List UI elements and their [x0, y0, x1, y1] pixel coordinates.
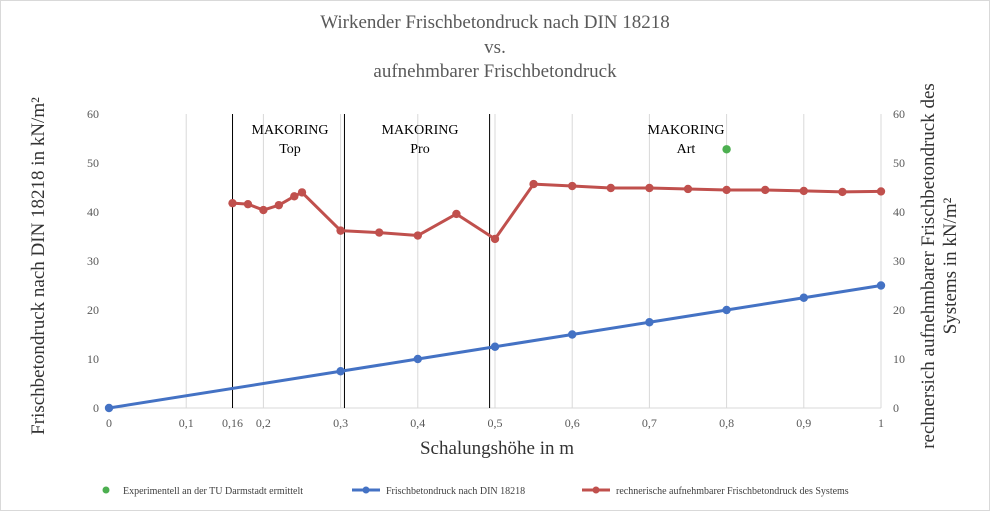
- y-tick-label-right: 20: [893, 303, 905, 317]
- x-tick-label: 0,4: [410, 416, 425, 430]
- y-tick-label-left: 10: [87, 352, 99, 366]
- data-point: [413, 231, 422, 240]
- data-point: [876, 281, 886, 290]
- data-point: [104, 403, 114, 413]
- data-point: [645, 183, 654, 193]
- data-point: [297, 188, 307, 197]
- data-point: [243, 199, 253, 209]
- x-tick-label: 0,3: [333, 416, 348, 430]
- x-tick-label: 0,1: [179, 416, 194, 430]
- data-point: [799, 293, 808, 302]
- zone-label-line2: Art: [677, 142, 696, 157]
- x-tick-label: 0,6: [565, 416, 580, 430]
- y-axis-title-right-line2: Systems in kN/m²: [940, 197, 961, 334]
- legend-label: Frischbetondruck nach DIN 18218: [386, 486, 525, 497]
- data-point: [375, 228, 384, 237]
- data-point: [290, 192, 299, 201]
- data-point: [761, 185, 770, 195]
- data-point: [722, 145, 731, 154]
- y-tick-label-left: 0: [93, 401, 99, 415]
- y-axis-title-right: rechnersich aufnehmbarer Frischbetondruc…: [918, 83, 961, 449]
- data-point: [228, 198, 237, 208]
- chart-title-line-1: Wirkender Frischbetondruck nach DIN 1821…: [320, 12, 670, 33]
- y-axis-title-right-line1: rechnersich aufnehmbarer Frischbetondruc…: [918, 83, 939, 449]
- legend-swatch-marker: [102, 486, 110, 494]
- data-point: [645, 318, 654, 327]
- data-point: [799, 186, 808, 196]
- data-point: [413, 354, 422, 364]
- x-tick-label: 0: [106, 416, 112, 430]
- y-tick-label-right: 0: [893, 401, 899, 415]
- x-tick-label: 1: [878, 416, 884, 430]
- data-point: [259, 205, 268, 215]
- zone-label-line1: MAKORING: [382, 123, 459, 138]
- legend-label: Experimentell an der TU Darmstadt ermitt…: [123, 486, 303, 497]
- x-tick-label: 0,16: [222, 416, 243, 430]
- zone-label-line2: Top: [279, 142, 301, 157]
- data-point: [683, 184, 693, 194]
- y-tick-label-left: 40: [87, 205, 99, 219]
- zone-label-line2: Pro: [410, 142, 429, 157]
- chart-title-line-3: aufnehmbarer Frischbetondruck: [373, 61, 617, 82]
- data-point: [876, 187, 886, 196]
- y-tick-label-left: 20: [87, 303, 99, 317]
- legend-label: rechnerische aufnehmbarer Frischbetondru…: [616, 486, 849, 497]
- data-point: [722, 185, 731, 195]
- x-tick-label: 0,2: [256, 416, 271, 430]
- x-tick-label: 0,5: [488, 416, 503, 430]
- legend-swatch-marker: [592, 486, 600, 494]
- y-tick-label-right: 10: [893, 352, 905, 366]
- data-point: [336, 367, 345, 376]
- data-point: [722, 305, 731, 315]
- x-tick-label: 0,8: [719, 416, 734, 430]
- series-line: [232, 182, 882, 241]
- data-point: [606, 183, 615, 193]
- data-point: [490, 234, 500, 244]
- data-point: [568, 330, 577, 339]
- data-point: [838, 187, 847, 197]
- data-point: [568, 181, 577, 191]
- y-tick-label-right: 60: [893, 107, 905, 121]
- data-point: [529, 179, 538, 189]
- y-tick-label-right: 30: [893, 254, 905, 268]
- data-point: [490, 342, 500, 351]
- y-tick-label-left: 50: [87, 156, 99, 170]
- y-tick-label-right: 50: [893, 156, 905, 170]
- y-axis-title-left: Frischbetondruck nach DIN 18218 in kN/m²: [28, 97, 49, 435]
- legend-swatch-marker: [362, 486, 370, 494]
- x-tick-label: 0,7: [642, 416, 657, 430]
- chart-title-line-2: vs.: [484, 37, 506, 58]
- x-tick-label: 0,9: [796, 416, 811, 430]
- x-axis-title: Schalungshöhe in m: [420, 438, 574, 459]
- y-tick-label-left: 30: [87, 254, 99, 268]
- data-point: [336, 226, 345, 235]
- data-point: [452, 209, 461, 219]
- y-tick-label-left: 60: [87, 107, 99, 121]
- zone-label-line1: MAKORING: [252, 123, 329, 138]
- y-tick-label-right: 40: [893, 205, 905, 219]
- zone-label-line1: MAKORING: [648, 123, 725, 138]
- data-point: [274, 200, 284, 210]
